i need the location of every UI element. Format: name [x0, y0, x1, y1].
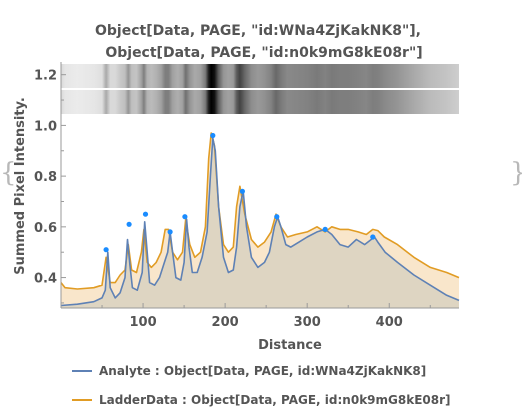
peak-marker [239, 188, 245, 194]
peak-marker [182, 214, 188, 220]
x-tick-label: 300 [294, 315, 321, 330]
gel-image-strip-1 [61, 64, 459, 88]
x-tick-label: 400 [376, 315, 403, 330]
x-tick-label: 200 [212, 315, 239, 330]
peak-marker [322, 226, 328, 232]
legend-swatch-analyte [72, 370, 92, 372]
peak-marker [126, 221, 132, 227]
legend-item-analyte: Analyte : Object[Data, PAGE, id:WNa4ZjKa… [72, 362, 426, 380]
list-open-brace: { [0, 158, 17, 188]
x-axis-label: Distance [258, 338, 322, 353]
peak-marker [103, 247, 109, 253]
y-tick-label: 1.0 [34, 119, 57, 134]
peak-marker [210, 132, 216, 139]
y-tick-label: 0.6 [34, 221, 57, 236]
legend-label-ladder: LadderData : Object[Data, PAGE, id:n0k9m… [99, 393, 451, 407]
legend-label-analyte: Analyte : Object[Data, PAGE, id:WNa4ZjKa… [99, 364, 427, 378]
legend-swatch-ladder [72, 399, 92, 401]
chart-title-line-1: Object[Data, PAGE, "id:WNa4ZjKakNK8"], [95, 23, 421, 39]
y-tick-label: 0.8 [34, 170, 57, 185]
peak-marker [370, 234, 376, 240]
area-fill-analyte [61, 138, 459, 308]
series-line-analyte [60, 137, 460, 307]
peak-marker [142, 211, 149, 217]
y-tick-label: 1.2 [34, 69, 57, 84]
list-close-brace: } [510, 160, 522, 186]
peak-marker [274, 214, 280, 220]
y-tick-label: 0.4 [34, 272, 57, 287]
chart-title-line-2: Object[Data, PAGE, "id:n0k9mG8kE08r"] [105, 45, 423, 61]
peak-marker [167, 229, 173, 235]
legend-item-ladder: LadderData : Object[Data, PAGE, id:n0k9m… [72, 391, 451, 409]
gel-image-strip-2 [61, 90, 459, 114]
y-axis-label: Summed Pixel Intensity. [13, 97, 28, 275]
x-tick-label: 100 [129, 315, 156, 330]
